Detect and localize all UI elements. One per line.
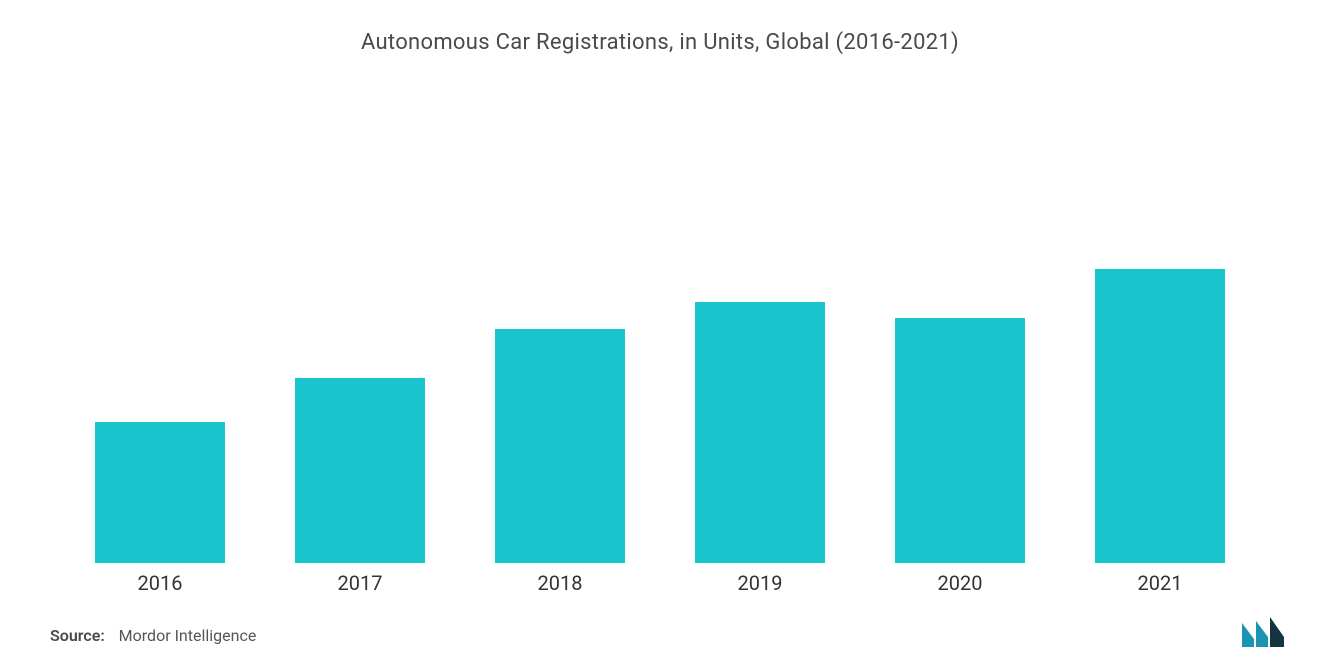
bar-group	[860, 95, 1060, 563]
bar-2018	[495, 329, 625, 563]
bar-group	[60, 95, 260, 563]
bar-group	[660, 95, 860, 563]
bar-2021	[1095, 269, 1225, 563]
x-label: 2016	[60, 571, 260, 595]
x-label: 2021	[1060, 571, 1260, 595]
chart-container: Autonomous Car Registrations, in Units, …	[0, 0, 1320, 665]
bar-2019	[695, 302, 825, 563]
chart-title: Autonomous Car Registrations, in Units, …	[40, 30, 1280, 55]
bar-group	[1060, 95, 1260, 563]
source-footer: Source: Mordor Intelligence	[50, 626, 256, 645]
x-label: 2018	[460, 571, 660, 595]
x-label: 2017	[260, 571, 460, 595]
source-label: Source:	[50, 626, 105, 645]
mordor-logo-icon	[1240, 615, 1292, 651]
bar-2016	[95, 422, 225, 563]
bar-2017	[295, 378, 425, 563]
bar-group	[460, 95, 660, 563]
chart-plot-area	[40, 95, 1280, 563]
bar-group	[260, 95, 460, 563]
x-label: 2020	[860, 571, 1060, 595]
bar-2020	[895, 318, 1025, 563]
source-value: Mordor Intelligence	[119, 626, 257, 645]
x-axis-labels: 2016 2017 2018 2019 2020 2021	[40, 571, 1280, 595]
x-label: 2019	[660, 571, 860, 595]
